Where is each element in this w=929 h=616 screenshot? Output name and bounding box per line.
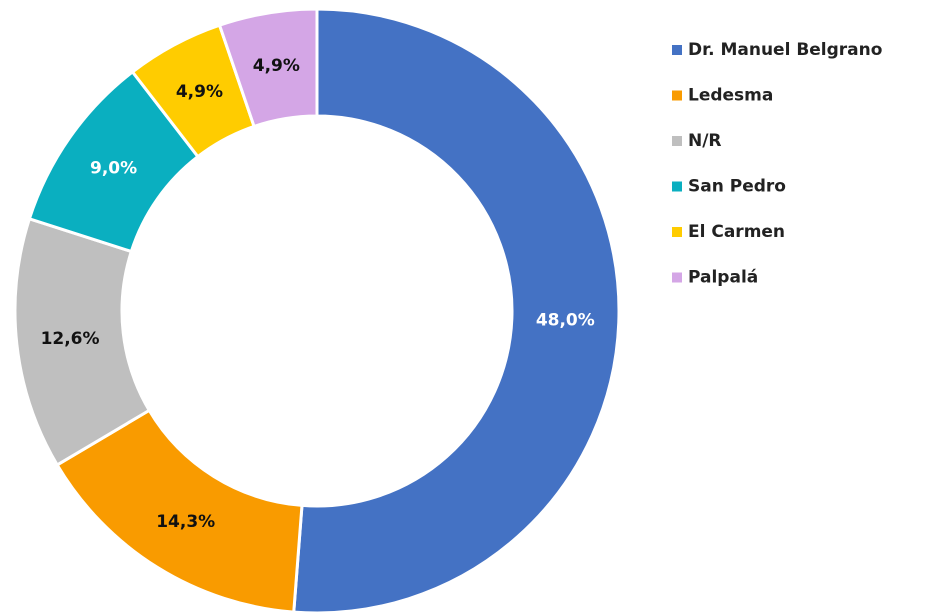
data-label: 9,0%	[90, 158, 137, 178]
data-label: 14,3%	[156, 512, 215, 532]
legend-label: Palpalá	[688, 268, 758, 288]
slice	[292, 7, 621, 615]
legend-label: Dr. Manuel Belgrano	[688, 40, 882, 60]
legend-label: San Pedro	[688, 177, 786, 197]
legend-label: Ledesma	[688, 86, 773, 106]
data-label: 12,6%	[41, 329, 100, 349]
legend-swatch	[672, 227, 682, 237]
legend-label: N/R	[688, 131, 722, 151]
legend-swatch	[672, 181, 682, 192]
legend-swatch	[672, 272, 682, 283]
legend-label: El Carmen	[688, 222, 785, 242]
legend-swatch	[672, 136, 682, 146]
data-label: 48,0%	[536, 311, 595, 331]
legend-swatch	[672, 45, 682, 55]
data-label: 4,9%	[176, 82, 223, 102]
slice	[217, 7, 319, 129]
data-label: 4,9%	[253, 56, 300, 76]
legend-swatch	[672, 90, 682, 101]
